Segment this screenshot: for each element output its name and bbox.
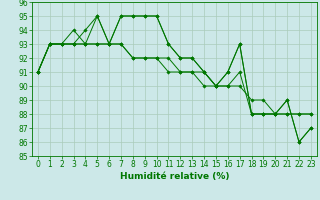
X-axis label: Humidité relative (%): Humidité relative (%) [120,172,229,181]
